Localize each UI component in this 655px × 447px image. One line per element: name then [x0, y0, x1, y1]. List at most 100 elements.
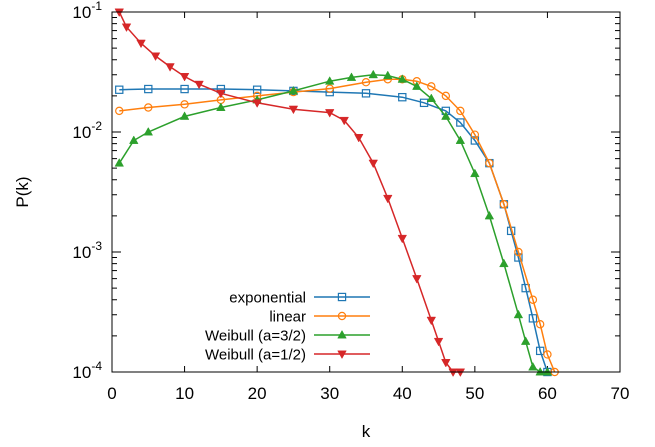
data-point: [441, 359, 451, 368]
plot-frame: [111, 11, 621, 373]
data-point: [535, 346, 545, 356]
series-line: [119, 78, 556, 373]
data-point: [115, 106, 124, 116]
data-point: [180, 100, 189, 109]
series-layer: [114, 8, 559, 378]
data-point: [398, 92, 407, 102]
series-0: [115, 84, 552, 377]
data-point: [368, 69, 378, 79]
data-point: [114, 8, 124, 18]
data-point: [528, 362, 538, 371]
data-point: [383, 194, 393, 204]
x-tick-label: 60: [538, 384, 557, 403]
data-point: [179, 73, 190, 82]
data-point: [216, 89, 226, 99]
data-point: [514, 247, 523, 257]
data-point: [361, 89, 371, 98]
y-tick-label: 10-2: [72, 119, 102, 142]
data-point: [216, 102, 226, 111]
x-tick-label: 40: [393, 384, 412, 403]
data-point: [470, 168, 480, 178]
data-point: [484, 210, 495, 220]
data-point: [121, 23, 132, 33]
data-point: [412, 275, 422, 284]
data-point: [324, 76, 335, 85]
data-point: [136, 39, 146, 49]
x-tick-label: 20: [248, 384, 267, 403]
y-tick-label: 10-1: [72, 0, 102, 22]
data-point: [346, 72, 357, 81]
legend-marker: [337, 311, 347, 321]
data-point: [325, 84, 334, 93]
data-point: [165, 63, 175, 72]
legend-marker: [337, 329, 347, 339]
data-point: [456, 106, 465, 116]
data-point: [426, 316, 437, 326]
legend-label: exponential: [229, 290, 306, 307]
data-point: [455, 135, 466, 144]
x-tick-label: 70: [611, 384, 630, 403]
data-point: [180, 84, 189, 94]
x-tick-label: 50: [465, 384, 484, 403]
data-point: [144, 84, 153, 94]
series-line: [119, 88, 549, 373]
data-point: [144, 103, 153, 112]
data-point: [470, 130, 480, 139]
data-point: [535, 366, 545, 376]
data-point: [115, 85, 124, 94]
data-point: [542, 366, 553, 376]
data-point: [433, 337, 444, 347]
data-point: [339, 116, 349, 126]
data-point: [499, 200, 509, 209]
data-point: [129, 135, 139, 144]
data-point: [426, 93, 437, 102]
legend-marker: [337, 292, 347, 302]
y-tick-label: 10-4: [72, 359, 102, 382]
data-point: [252, 99, 262, 108]
legend: exponential linear Weibull (a=3/2) Weibull …: [205, 290, 370, 364]
data-point: [324, 109, 335, 118]
x-tick-label: 30: [320, 384, 339, 403]
data-point: [535, 320, 545, 329]
data-point: [383, 70, 393, 80]
data-point: [543, 350, 552, 359]
data-point: [441, 111, 451, 120]
legend-label: Weibull (a=3/2): [205, 328, 306, 345]
data-point: [397, 74, 408, 83]
data-point: [252, 85, 262, 94]
data-point: [143, 126, 154, 136]
data-point: [456, 118, 465, 127]
data-point: [361, 78, 371, 87]
data-point: [194, 80, 204, 90]
data-point: [528, 314, 538, 323]
data-point: [485, 158, 494, 168]
data-point: [288, 85, 299, 95]
legend-marker: [337, 350, 347, 360]
legend-label: linear: [269, 309, 306, 326]
data-point: [499, 258, 509, 268]
series-3: [114, 8, 466, 378]
data-point: [150, 52, 161, 61]
series-line: [118, 73, 548, 373]
data-point: [368, 159, 378, 169]
data-point: [288, 105, 299, 115]
x-axis-label: k: [362, 422, 371, 441]
data-point: [528, 295, 538, 304]
x-tick-label: 10: [175, 384, 194, 403]
data-point: [114, 158, 124, 167]
series-line: [118, 11, 461, 373]
data-point: [419, 98, 429, 108]
data-point: [513, 309, 524, 319]
y-axis-label: P(k): [13, 176, 32, 207]
tick-layer: 0 10 20 30 40 50 60 70 10-4 10-3 10-2 10-1: [72, 0, 629, 403]
data-point: [179, 111, 190, 120]
data-point: [354, 134, 364, 143]
y-tick-label: 10-3: [72, 239, 102, 262]
data-point: [441, 91, 451, 101]
data-point: [520, 336, 531, 345]
data-point: [427, 82, 436, 91]
data-point: [412, 81, 422, 90]
data-point: [448, 368, 458, 378]
data-point: [455, 368, 466, 378]
x-tick-label: 0: [107, 384, 116, 403]
